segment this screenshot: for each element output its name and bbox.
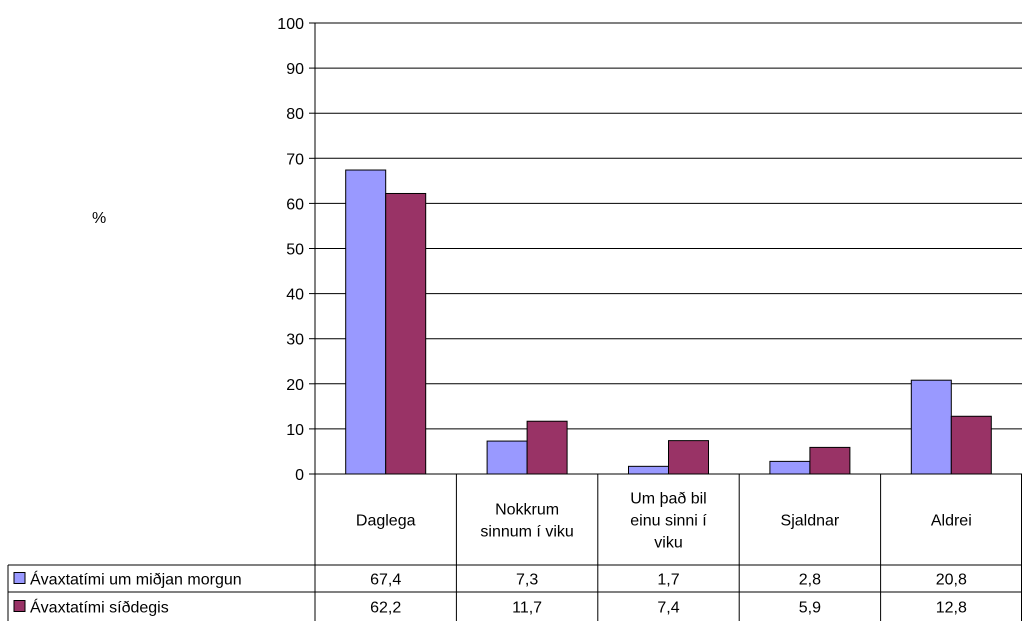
legend-label: Ávaxtatími síðdegis (30, 598, 169, 617)
data-label: 2,8 (799, 572, 821, 589)
y-tick-label: 80 (286, 106, 304, 123)
category-label: Nokkrum (495, 502, 559, 519)
bar (910, 379, 952, 475)
data-label: 62,2 (370, 600, 401, 617)
y-tick-label: 30 (286, 332, 304, 349)
legend-swatch (13, 600, 26, 612)
legend-swatch (13, 572, 26, 584)
y-tick-label: 20 (286, 377, 304, 394)
bar (809, 446, 851, 475)
bar (486, 440, 528, 475)
data-label: 7,4 (657, 600, 679, 617)
category-label: Um það bil (630, 491, 706, 508)
bar (345, 169, 387, 475)
y-tick-label: 100 (277, 16, 304, 33)
bar (526, 420, 568, 475)
y-tick-label: 10 (286, 422, 304, 439)
y-tick-label: 70 (286, 151, 304, 168)
category-label: einu sinni í (630, 513, 707, 530)
data-label: 5,9 (799, 600, 821, 617)
legend-label: Ávaxtatími um miðjan morgun (30, 570, 242, 589)
category-label: sinnum í viku (480, 524, 573, 541)
bar (385, 192, 427, 475)
y-tick-label: 50 (286, 242, 304, 259)
y-tick-label: 0 (295, 467, 304, 484)
data-label: 1,7 (657, 572, 679, 589)
bar (668, 440, 709, 475)
data-label: 67,4 (370, 572, 401, 589)
bar (950, 415, 992, 475)
category-label: Daglega (356, 513, 416, 530)
category-label: Sjaldnar (781, 513, 840, 530)
y-tick-label: 90 (286, 61, 304, 78)
category-label: Aldrei (931, 513, 972, 530)
bar (628, 465, 669, 475)
data-label: 7,3 (516, 572, 538, 589)
data-label: 12,8 (936, 600, 967, 617)
data-label: 20,8 (936, 572, 967, 589)
y-tick-label: 40 (286, 287, 304, 304)
y-axis-label: % (92, 210, 107, 227)
bar (769, 460, 811, 475)
category-label: viku (654, 535, 682, 552)
data-label: 11,7 (512, 600, 542, 617)
y-tick-label: 60 (286, 196, 304, 213)
